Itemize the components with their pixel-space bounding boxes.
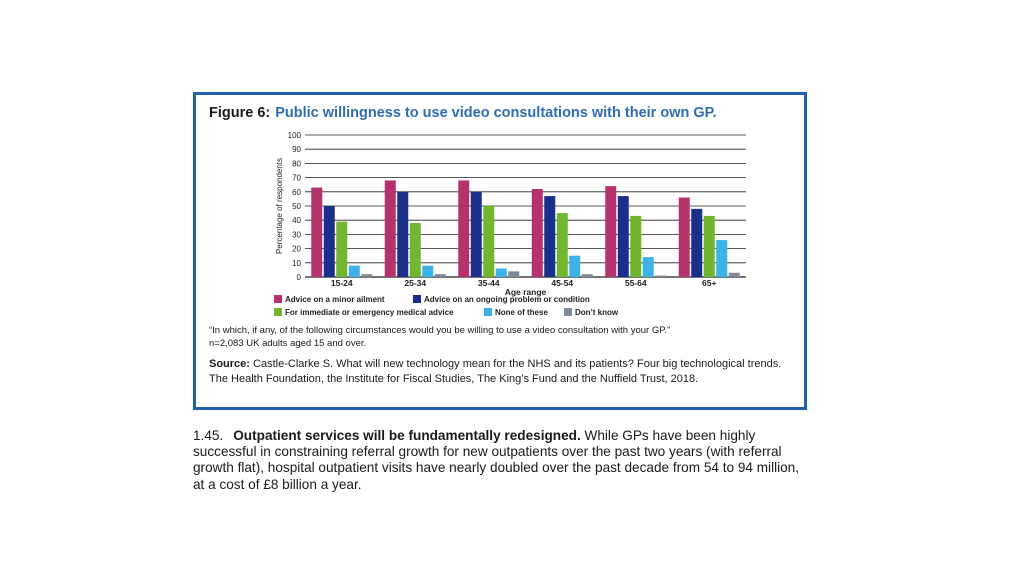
y-tick-label: 30 <box>292 230 301 239</box>
x-axis-label: Age range <box>505 287 547 297</box>
bar <box>556 213 568 277</box>
legend-label: Advice on an ongoing problem or conditio… <box>424 295 590 304</box>
legend-swatch <box>274 295 282 303</box>
paragraph-heading: Outpatient services will be fundamentall… <box>233 428 581 443</box>
bar <box>544 196 556 277</box>
y-tick-label: 100 <box>288 131 302 140</box>
sample-size: n=2,083 UK adults aged 15 and over. <box>209 337 367 349</box>
bar <box>716 240 728 277</box>
figure-title: Figure 6: Public willingness to use video… <box>209 105 716 121</box>
bar <box>483 206 495 277</box>
bar <box>397 191 409 277</box>
bar <box>409 223 421 277</box>
body-paragraph: 1.45. Outpatient services will be fundame… <box>193 428 808 493</box>
legend-label: Don’t know <box>575 308 619 317</box>
bar <box>336 221 348 277</box>
y-tick-label: 80 <box>292 159 301 168</box>
y-axis-label: Percentage of respondents <box>275 158 284 254</box>
bar <box>384 180 396 277</box>
x-tick-label: 15-24 <box>331 278 353 288</box>
bar <box>470 191 482 277</box>
bar <box>531 188 543 277</box>
figure-number: Figure 6: <box>209 105 271 121</box>
x-tick-label: 25-34 <box>404 278 426 288</box>
legend-swatch <box>484 308 492 316</box>
bar <box>361 274 373 277</box>
legend-label: For immediate or emergency medical advic… <box>285 308 454 317</box>
bar <box>422 265 434 277</box>
bar <box>434 274 446 277</box>
y-tick-label: 10 <box>292 259 301 268</box>
bar <box>495 268 507 277</box>
bar <box>581 274 593 277</box>
legend-swatch <box>274 308 282 316</box>
bar <box>703 215 715 277</box>
bar <box>678 197 690 277</box>
paragraph-text: While GPs have been highly successful in… <box>193 428 800 492</box>
bar <box>569 255 581 277</box>
bar <box>458 180 470 277</box>
legend-swatch <box>564 308 572 316</box>
x-tick-label: 35-44 <box>478 278 500 288</box>
paragraph-number: 1.45. <box>193 428 224 443</box>
source-label: Source: <box>209 358 250 370</box>
y-tick-label: 40 <box>292 216 301 225</box>
bar <box>691 208 703 277</box>
y-tick-label: 70 <box>292 174 301 183</box>
source-citation: Source: Castle-Clarke S. What will new t… <box>209 357 789 386</box>
figure-box: Figure 6: Public willingness to use video… <box>193 92 807 410</box>
bar <box>508 271 520 277</box>
source-text: Castle-Clarke S. What will new technolog… <box>209 358 782 385</box>
bar <box>311 187 323 277</box>
y-tick-label: 20 <box>292 245 301 254</box>
survey-note: “In which, if any, of the following circ… <box>209 325 789 350</box>
bar <box>728 272 740 277</box>
legend-swatch <box>413 295 421 303</box>
bar <box>630 215 642 277</box>
y-tick-label: 50 <box>292 202 301 211</box>
bar <box>642 257 654 277</box>
bar <box>655 275 667 277</box>
survey-question: “In which, if any, of the following circ… <box>209 325 671 336</box>
bar <box>605 186 617 277</box>
y-tick-label: 90 <box>292 145 301 154</box>
y-tick-label: 0 <box>297 273 302 282</box>
x-tick-label: 55-64 <box>625 278 647 288</box>
bar <box>323 206 335 277</box>
x-tick-label: 65+ <box>702 278 716 288</box>
bar-chart: 0 10 20 30 40 50 60 70 80 90 100 Percentage of resp… <box>274 131 746 317</box>
x-tick-label: 45-54 <box>551 278 573 288</box>
bar <box>348 265 360 277</box>
y-tick-label: 60 <box>292 188 301 197</box>
legend-label: Advice on a minor ailment <box>285 295 385 304</box>
legend-label: None of these <box>495 308 548 317</box>
bar <box>617 196 629 277</box>
figure-title-text: Public willingness to use video consulta… <box>275 105 717 121</box>
